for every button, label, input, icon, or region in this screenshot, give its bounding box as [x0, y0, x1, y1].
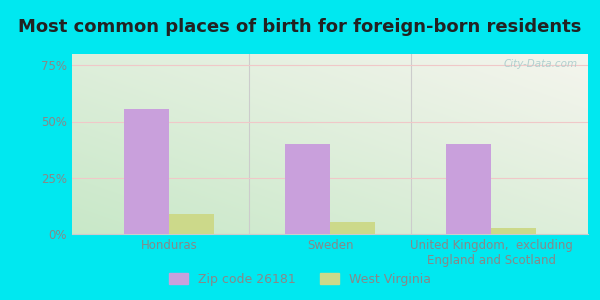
Text: Most common places of birth for foreign-born residents: Most common places of birth for foreign-… [19, 18, 581, 36]
Text: City-Data.com: City-Data.com [503, 59, 578, 69]
Bar [446, 144, 491, 234]
Legend: Zip code 26181, West Virginia: Zip code 26181, West Virginia [164, 268, 436, 291]
Bar [330, 222, 375, 234]
Bar [491, 228, 536, 234]
Bar [124, 109, 169, 234]
Bar [285, 144, 330, 234]
Bar [169, 214, 214, 234]
